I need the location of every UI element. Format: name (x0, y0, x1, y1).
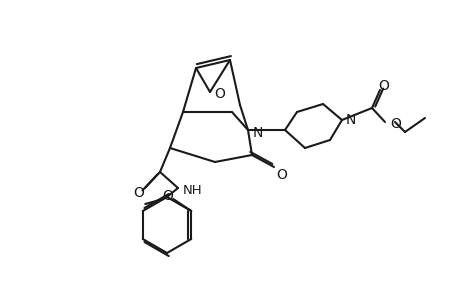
Text: N: N (345, 113, 356, 127)
Text: NH: NH (183, 184, 202, 196)
Text: O: O (389, 117, 400, 131)
Text: O: O (162, 189, 172, 203)
Text: O: O (378, 79, 389, 93)
Text: O: O (133, 186, 144, 200)
Text: O: O (276, 168, 287, 182)
Text: N: N (252, 126, 263, 140)
Text: O: O (213, 87, 224, 101)
